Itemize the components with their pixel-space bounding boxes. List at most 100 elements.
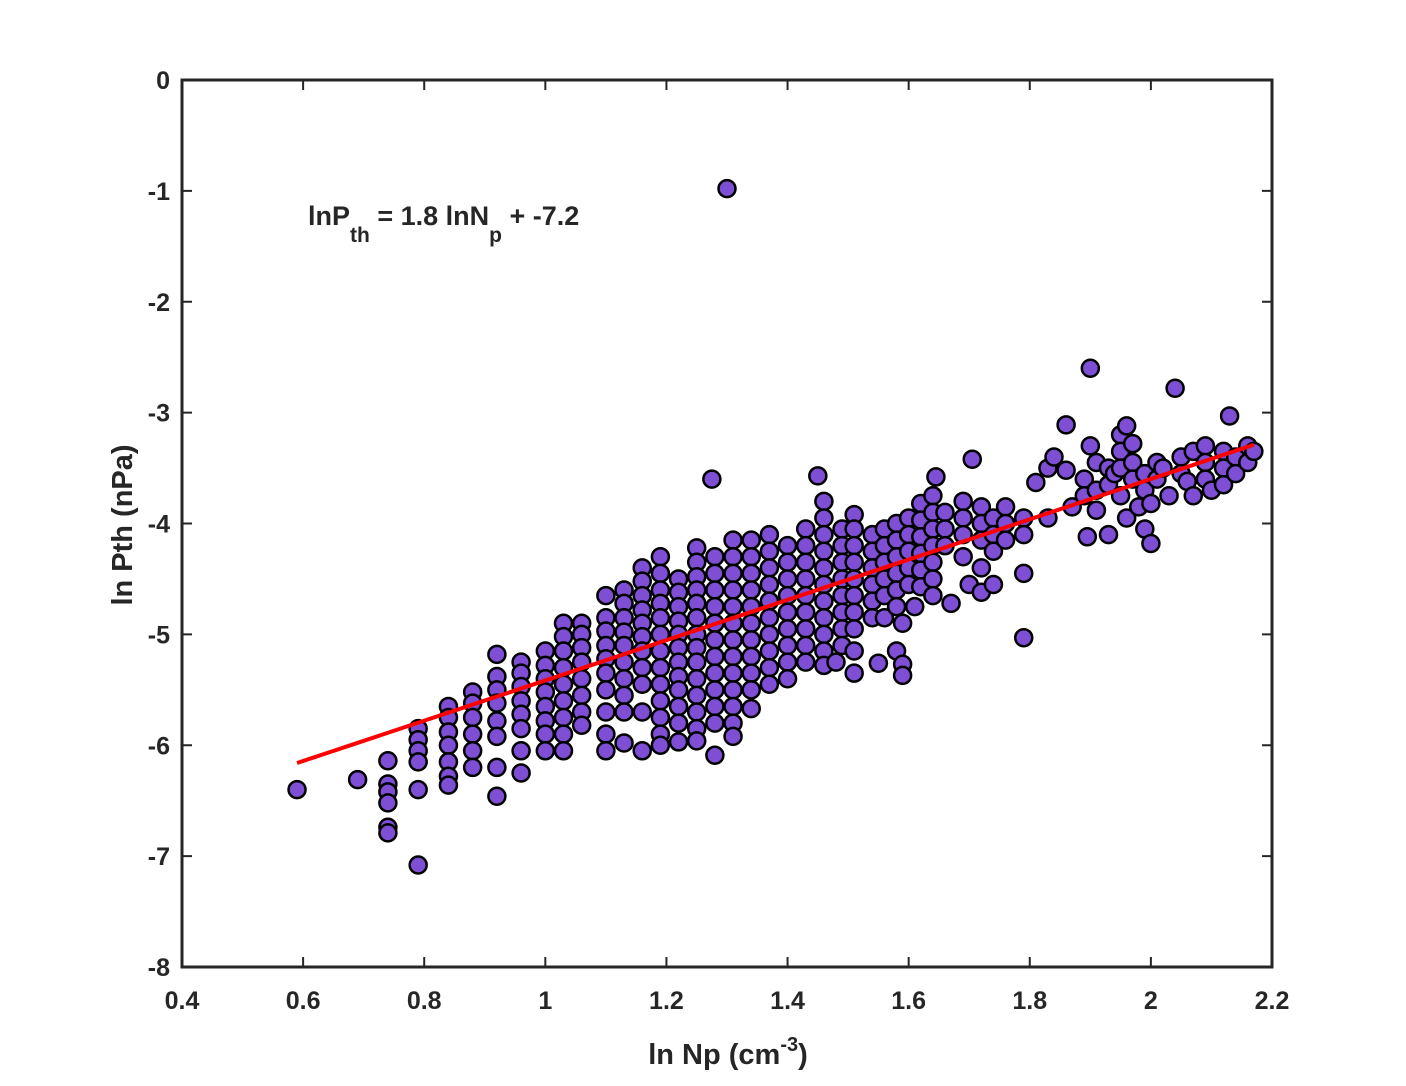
data-point xyxy=(759,674,780,695)
data-point xyxy=(1056,415,1076,435)
data-point xyxy=(962,449,982,469)
data-point xyxy=(705,713,725,733)
data-point xyxy=(650,547,671,567)
data-point xyxy=(511,763,531,783)
data-point xyxy=(1080,436,1101,456)
data-point xyxy=(1159,486,1179,506)
data-point xyxy=(926,467,946,487)
data-point xyxy=(668,732,689,752)
data-point xyxy=(650,735,671,755)
data-point xyxy=(650,674,671,695)
x-tick-label: 0.8 xyxy=(407,987,442,1015)
data-point xyxy=(705,680,725,700)
data-point xyxy=(408,779,428,800)
data-point xyxy=(668,680,689,700)
data-point xyxy=(1098,524,1119,545)
data-point xyxy=(1086,500,1107,520)
data-point xyxy=(571,715,592,736)
data-point xyxy=(632,741,652,761)
data-point xyxy=(723,696,743,717)
data-point xyxy=(941,593,961,614)
data-point xyxy=(614,685,634,706)
data-point xyxy=(923,552,943,573)
data-point xyxy=(795,519,816,539)
data-point xyxy=(953,547,973,567)
data-point xyxy=(886,596,907,617)
plot-area xyxy=(182,80,1272,967)
data-point xyxy=(1213,474,1234,495)
data-point xyxy=(844,641,864,661)
data-point xyxy=(1013,627,1034,648)
y-tick-label: -1 xyxy=(148,178,170,206)
y-tick-label: -4 xyxy=(148,511,170,539)
data-point xyxy=(795,535,816,556)
data-point xyxy=(1077,527,1098,547)
data-point xyxy=(723,680,743,700)
data-point xyxy=(723,663,743,683)
data-point xyxy=(596,724,616,744)
data-point xyxy=(702,469,722,489)
data-point xyxy=(462,757,483,778)
data-point xyxy=(705,745,725,765)
data-point xyxy=(1141,533,1161,554)
data-point xyxy=(705,630,725,650)
y-tick-label: -2 xyxy=(148,289,170,317)
data-point xyxy=(438,735,459,755)
data-point xyxy=(741,613,761,634)
data-point xyxy=(553,724,574,744)
data-point xyxy=(741,530,761,550)
data-point xyxy=(686,652,707,672)
data-point xyxy=(614,733,634,753)
y-tick-label: -8 xyxy=(148,954,170,982)
y-tick-label: 0 xyxy=(156,67,170,95)
data-point xyxy=(795,552,816,573)
data-point xyxy=(923,585,943,606)
data-point xyxy=(596,741,616,761)
data-point xyxy=(777,635,798,656)
data-point xyxy=(378,793,398,813)
data-point xyxy=(814,524,834,545)
data-point xyxy=(808,466,828,486)
data-point xyxy=(759,524,780,545)
y-tick-label: -7 xyxy=(148,843,170,871)
data-point xyxy=(723,630,743,650)
fit-equation: lnPth = 1.8 lnNp + -7.2 xyxy=(308,201,579,247)
data-point xyxy=(487,644,507,665)
data-point xyxy=(723,726,743,747)
data-point xyxy=(904,596,925,617)
data-point xyxy=(686,702,707,722)
data-point xyxy=(814,491,834,512)
data-point xyxy=(759,558,780,578)
data-point xyxy=(741,630,761,650)
data-point xyxy=(571,685,592,706)
data-point xyxy=(650,707,671,728)
data-point xyxy=(723,646,743,667)
data-point xyxy=(723,596,743,617)
y-tick-label: -3 xyxy=(148,400,170,428)
data-point xyxy=(759,624,780,645)
data-point xyxy=(632,674,652,695)
data-point xyxy=(892,665,913,686)
data-point xyxy=(971,558,992,578)
data-point xyxy=(759,641,780,661)
data-point xyxy=(1044,447,1064,467)
data-point xyxy=(741,547,761,567)
data-point xyxy=(1195,436,1216,456)
data-point xyxy=(596,585,616,606)
data-point xyxy=(759,607,780,628)
data-point xyxy=(795,652,816,672)
fit-line xyxy=(296,442,1255,765)
data-point xyxy=(759,541,780,561)
data-point xyxy=(723,547,743,567)
data-point xyxy=(795,569,816,589)
data-point xyxy=(923,486,943,506)
data-point xyxy=(826,652,846,672)
data-point xyxy=(632,657,652,678)
data-point xyxy=(686,685,707,706)
data-point xyxy=(596,680,616,700)
data-point xyxy=(1116,508,1137,528)
data-point xyxy=(705,580,725,600)
data-point xyxy=(1165,378,1185,398)
x-tick-label: 1.4 xyxy=(770,987,805,1015)
data-point xyxy=(844,552,864,573)
